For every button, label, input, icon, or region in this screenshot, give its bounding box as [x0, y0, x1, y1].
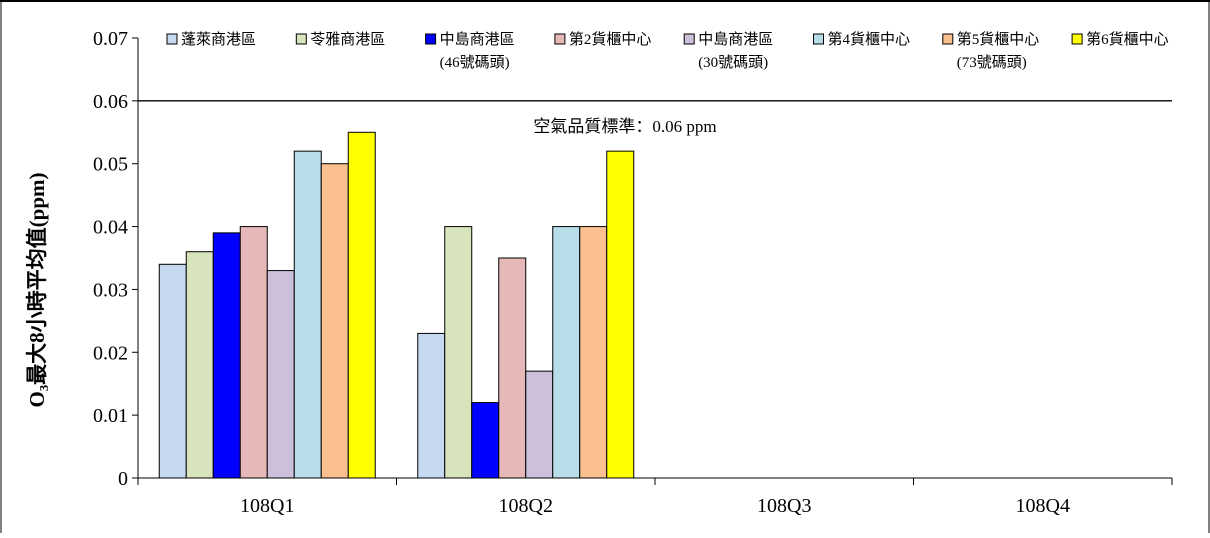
legend-label: 第5貨櫃中心	[957, 30, 1040, 48]
legend-label: 中島商港區	[440, 31, 515, 48]
legend-label: 中島商港區	[698, 31, 773, 48]
legend-swatch	[295, 33, 307, 45]
bar	[212, 232, 241, 479]
legend: 蓬萊商港區 苓雅商港區 中島商港區 (46號碼頭) 第2貨櫃中心 中島商港區 (30號碼頭)…	[166, 30, 1169, 71]
legend-swatch	[425, 33, 437, 45]
y-tick-label: 0.04	[93, 217, 128, 239]
legend-label: 苓雅商港區	[310, 31, 385, 48]
y-tick-label: 0.07	[93, 28, 128, 50]
bar	[320, 163, 349, 479]
y-tick-label: 0.02	[93, 342, 128, 364]
legend-swatch	[942, 33, 954, 45]
bar	[417, 332, 446, 479]
bar	[525, 370, 554, 479]
bar	[347, 131, 376, 479]
bar	[293, 150, 322, 479]
y-axis-label: O₃最大8小時平均值(ppm)	[25, 173, 49, 408]
bar	[444, 226, 473, 479]
legend-swatch	[683, 33, 695, 45]
bar	[239, 226, 268, 479]
bar	[158, 263, 187, 479]
legend-swatch	[1071, 33, 1083, 45]
y-tick-label: 0.01	[93, 405, 128, 427]
bar	[498, 257, 527, 479]
bar	[266, 270, 295, 479]
y-tick-label: 0.05	[93, 154, 128, 176]
reference-line-label: 空氣品質標準：0.06 ppm	[533, 117, 716, 136]
legend-label: 第6貨櫃中心	[1086, 30, 1169, 48]
legend-label-sub: (46號碼頭)	[440, 54, 510, 71]
axes-layer: 0 0.01 0.02 0.03 0.04 0.05 0.06 0.07 108Q1 108Q2 1…	[93, 28, 1173, 517]
bar	[606, 150, 635, 479]
bar	[185, 251, 214, 479]
bars-layer	[158, 131, 635, 479]
bar	[471, 402, 500, 479]
y-tick-label: 0	[118, 468, 128, 490]
x-category-label: 108Q3	[757, 495, 811, 517]
legend-label: 第2貨櫃中心	[569, 30, 652, 48]
bar	[579, 226, 608, 479]
legend-label-sub: (30號碼頭)	[698, 54, 768, 71]
legend-swatch	[166, 33, 178, 45]
legend-label-sub: (73號碼頭)	[957, 54, 1027, 71]
legend-label: 蓬萊商港區	[181, 31, 256, 48]
legend-swatch	[813, 33, 824, 45]
legend-label: 第4貨櫃中心	[828, 30, 911, 48]
x-category-label: 108Q2	[499, 495, 553, 517]
x-category-label: 108Q4	[1016, 495, 1070, 517]
bar	[552, 226, 581, 479]
y-tick-label: 0.06	[93, 91, 128, 113]
legend-swatch	[554, 33, 566, 45]
y-tick-label: 0.03	[93, 279, 128, 301]
x-category-label: 108Q1	[240, 495, 294, 517]
